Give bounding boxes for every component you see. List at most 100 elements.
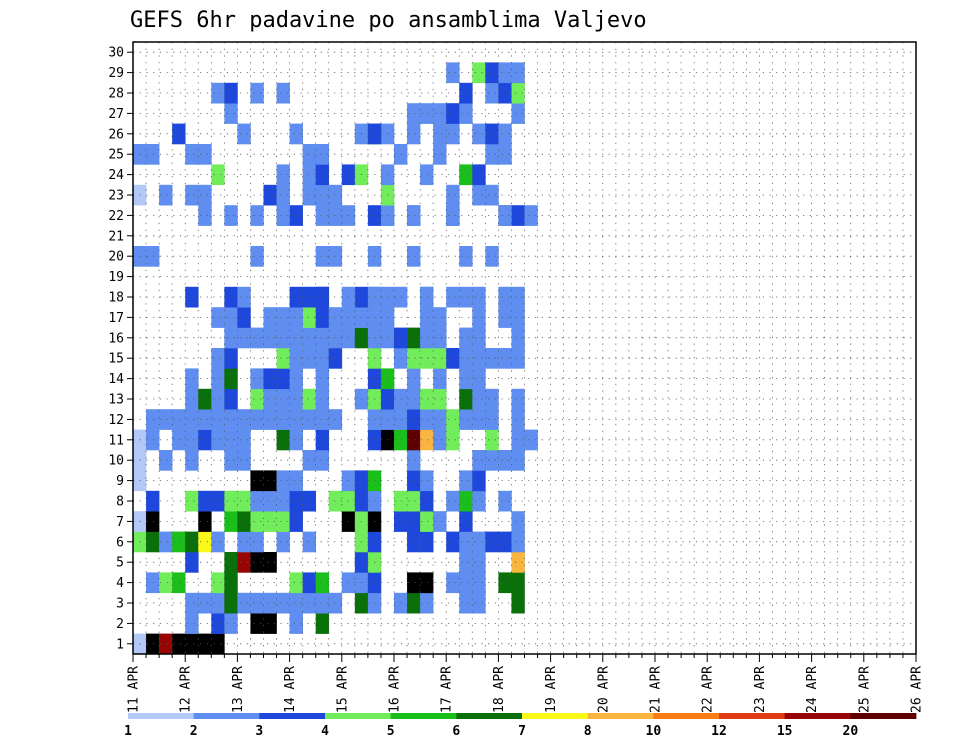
heatmap-cell [224, 307, 238, 328]
heatmap-cell [433, 327, 447, 349]
chart-title: GEFS 6hr padavine po ansamblima Valjevo [130, 8, 647, 33]
heatmap-cell [237, 409, 251, 430]
heatmap-cell [263, 592, 277, 614]
heatmap-cell [420, 286, 434, 308]
heatmap-cell [172, 409, 186, 430]
heatmap-cell [420, 388, 434, 410]
heatmap-cell [159, 409, 173, 430]
heatmap-cell [289, 327, 303, 349]
heatmap-cell [185, 286, 199, 308]
colorbar-segment [193, 713, 260, 719]
heatmap-cell [250, 552, 264, 573]
heatmap-cell [420, 409, 434, 430]
heatmap-cell [446, 429, 460, 451]
heatmap-cell [289, 511, 303, 532]
heatmap-cell [511, 572, 525, 594]
y-tick-label: 30 [108, 46, 124, 61]
heatmap-cell [211, 633, 225, 655]
heatmap-cell [433, 144, 447, 165]
heatmap-cell [485, 429, 499, 451]
heatmap-cell [485, 348, 499, 369]
y-tick-label: 8 [116, 495, 124, 510]
colorbar-segment [390, 713, 457, 719]
heatmap-cell [289, 409, 303, 430]
heatmap-cell [407, 470, 421, 492]
heatmap-cell [185, 144, 199, 165]
heatmap-cell [211, 429, 225, 451]
heatmap-cell [185, 429, 199, 451]
heatmap-cell [498, 572, 512, 594]
heatmap-cell [407, 103, 421, 124]
heatmap-cell [198, 490, 212, 512]
heatmap-cell [498, 205, 512, 226]
y-tick-label: 29 [108, 66, 124, 81]
heatmap-cell [459, 103, 473, 124]
heatmap-cell [472, 592, 486, 614]
heatmap-cell [511, 388, 525, 410]
heatmap-cell [511, 552, 525, 573]
heatmap-cell [198, 144, 212, 165]
y-tick-label: 26 [108, 127, 124, 142]
heatmap-cell [315, 592, 330, 614]
heatmap-cell [172, 123, 186, 145]
heatmap-cell [498, 144, 512, 165]
heatmap-cell [302, 348, 316, 369]
heatmap-cell [198, 388, 212, 410]
heatmap-cell [472, 388, 486, 410]
heatmap-cell [224, 205, 238, 226]
heatmap-cell [185, 552, 199, 573]
heatmap-cell [302, 184, 316, 206]
heatmap-cell [420, 572, 434, 594]
y-tick-label: 17 [108, 311, 124, 326]
heatmap-cell [237, 490, 251, 512]
heatmap-cell [328, 490, 343, 512]
heatmap-cell [420, 511, 434, 532]
heatmap-cell [485, 409, 499, 430]
heatmap-cell [302, 490, 316, 512]
heatmap-cell [133, 184, 147, 206]
colorbar-label: 7 [518, 724, 526, 739]
heatmap-cell [394, 409, 408, 430]
heatmap-cell [302, 409, 316, 430]
heatmap-cell [185, 531, 199, 553]
heatmap-cell [224, 286, 238, 308]
heatmap-cell [511, 409, 525, 430]
heatmap-cell [276, 184, 290, 206]
heatmap-cell [511, 62, 525, 84]
x-tick-label: 20 APR [596, 666, 611, 713]
heatmap-cell [185, 368, 199, 390]
heatmap-cell [407, 205, 421, 226]
heatmap-cell [407, 450, 421, 471]
y-tick-label: 18 [108, 291, 124, 306]
heatmap-cell [407, 368, 421, 390]
heatmap-cell [485, 123, 499, 145]
heatmap-cell [472, 164, 486, 186]
heatmap-cell [433, 103, 447, 124]
heatmap-cell [472, 123, 486, 145]
heatmap-cell [511, 327, 525, 349]
heatmap-cell [394, 286, 408, 308]
heatmap-cell [159, 633, 173, 655]
heatmap-cell [276, 307, 290, 328]
heatmap-cell [315, 409, 330, 430]
x-tick-label: 18 APR [492, 666, 507, 713]
heatmap-cell [263, 552, 277, 573]
heatmap-cell [250, 327, 264, 349]
colorbar-segment [522, 713, 589, 719]
heatmap-cell [276, 205, 290, 226]
heatmap-cell [263, 184, 277, 206]
x-tick-label: 15 APR [335, 666, 350, 713]
colorbar-label: 12 [711, 724, 727, 739]
y-tick-label: 6 [116, 535, 124, 550]
heatmap-cell [302, 164, 316, 186]
heatmap-cell [498, 286, 512, 308]
heatmap-cell [433, 368, 447, 390]
heatmap-cell [459, 82, 473, 104]
heatmap-cell [276, 409, 290, 430]
y-tick-label: 16 [108, 331, 124, 346]
colorbar-segment [784, 713, 851, 719]
x-tick-label: 25 APR [857, 666, 872, 713]
heatmap-cell [289, 429, 303, 451]
heatmap-cell [511, 450, 525, 471]
heatmap-cell [250, 246, 264, 267]
